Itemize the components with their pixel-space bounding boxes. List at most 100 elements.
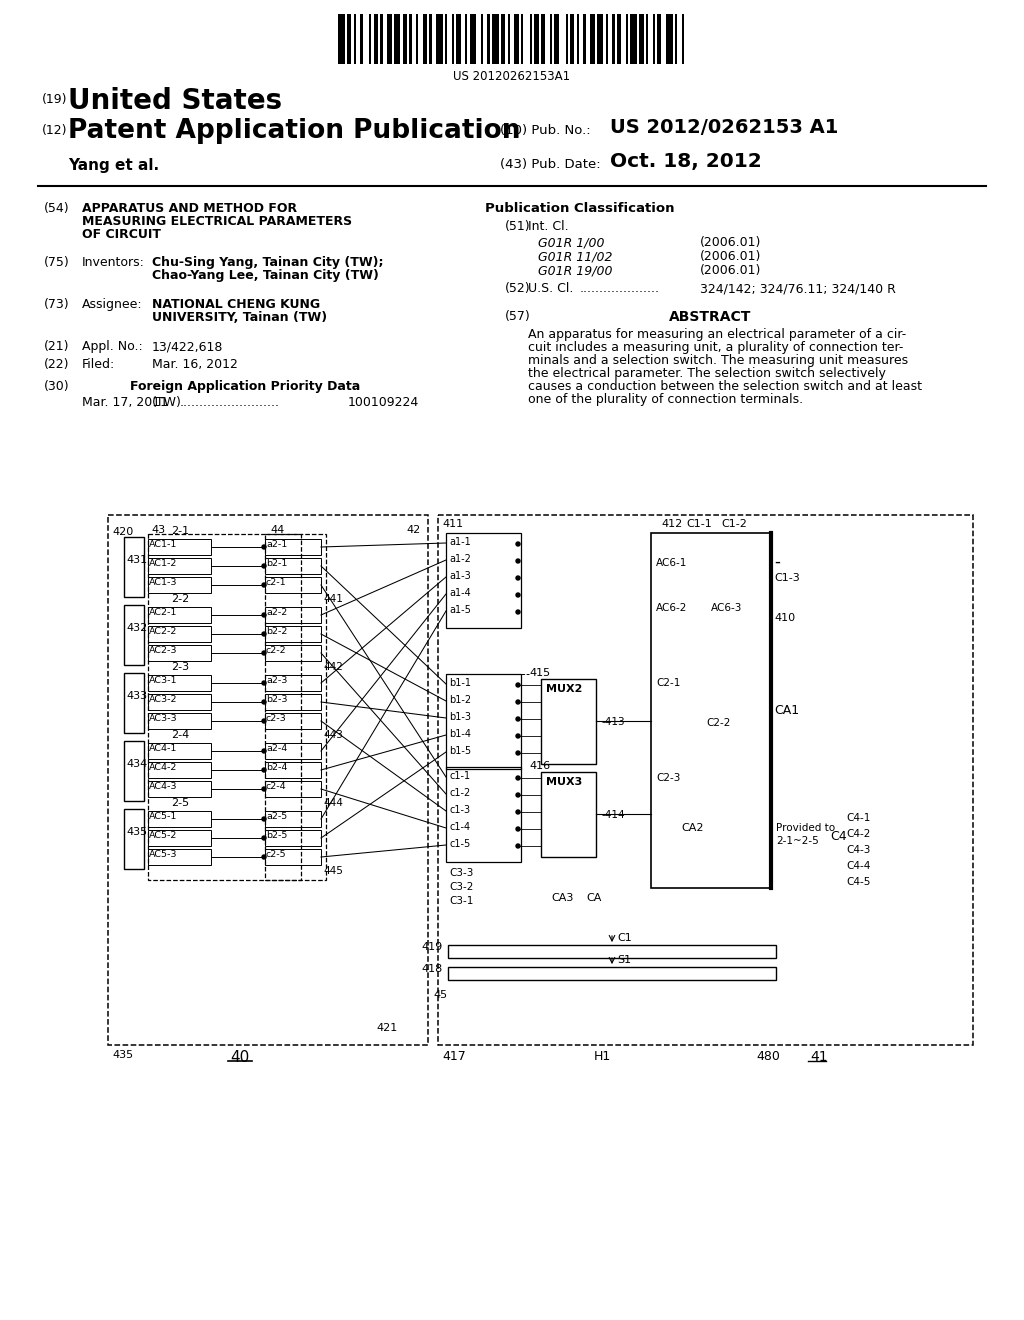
- Text: 417: 417: [442, 1049, 466, 1063]
- Bar: [360, 15, 362, 63]
- Text: MEASURING ELECTRICAL PARAMETERS: MEASURING ELECTRICAL PARAMETERS: [82, 215, 352, 228]
- Text: (22): (22): [44, 358, 70, 371]
- Text: (2006.01): (2006.01): [700, 249, 762, 263]
- Text: b1-1: b1-1: [449, 678, 471, 688]
- Circle shape: [516, 610, 520, 614]
- Bar: [682, 15, 684, 63]
- Bar: [452, 15, 454, 63]
- Text: 2-1: 2-1: [171, 525, 189, 536]
- Bar: [410, 15, 412, 63]
- Bar: [124, 809, 144, 869]
- Text: Patent Application Publication: Patent Application Publication: [68, 117, 520, 144]
- Circle shape: [516, 793, 520, 797]
- Bar: [541, 772, 596, 857]
- Bar: [423, 15, 427, 63]
- Bar: [265, 558, 321, 574]
- Bar: [565, 15, 567, 63]
- Bar: [374, 15, 378, 63]
- Bar: [457, 15, 461, 63]
- Text: 410: 410: [774, 612, 795, 623]
- Text: the electrical parameter. The selection switch selectively: the electrical parameter. The selection …: [528, 367, 886, 380]
- Text: ....................: ....................: [580, 282, 660, 294]
- Text: 435: 435: [126, 828, 147, 837]
- Circle shape: [262, 632, 266, 636]
- Bar: [487, 15, 489, 63]
- Text: c1-1: c1-1: [449, 771, 470, 781]
- Text: 434: 434: [126, 759, 147, 770]
- Text: AC5-2: AC5-2: [150, 832, 177, 840]
- Bar: [148, 849, 211, 865]
- Bar: [492, 15, 499, 63]
- Bar: [265, 694, 321, 710]
- Text: a1-2: a1-2: [449, 554, 471, 564]
- Circle shape: [262, 836, 266, 840]
- Bar: [612, 15, 614, 63]
- Circle shape: [516, 682, 520, 686]
- Text: 416: 416: [529, 762, 550, 771]
- Text: (51): (51): [505, 220, 530, 234]
- Text: Oct. 18, 2012: Oct. 18, 2012: [610, 152, 762, 172]
- Circle shape: [262, 817, 266, 821]
- Circle shape: [262, 564, 266, 568]
- Circle shape: [516, 717, 520, 721]
- Text: b1-3: b1-3: [449, 711, 471, 722]
- Bar: [446, 675, 521, 770]
- Text: G01R 1/00: G01R 1/00: [538, 236, 604, 249]
- Bar: [347, 15, 351, 63]
- Bar: [666, 15, 673, 63]
- Bar: [265, 675, 321, 690]
- Text: Chao-Yang Lee, Tainan City (TW): Chao-Yang Lee, Tainan City (TW): [152, 269, 379, 282]
- Text: c1-2: c1-2: [449, 788, 470, 799]
- Bar: [470, 15, 476, 63]
- Text: c1-5: c1-5: [449, 840, 470, 849]
- Bar: [550, 15, 552, 63]
- Bar: [265, 781, 321, 797]
- Bar: [265, 810, 321, 828]
- Text: C1: C1: [617, 933, 632, 942]
- Circle shape: [516, 734, 520, 738]
- Text: 441: 441: [323, 594, 343, 605]
- Bar: [387, 15, 391, 63]
- Bar: [630, 15, 637, 63]
- Text: c2-1: c2-1: [266, 578, 287, 587]
- Bar: [501, 15, 505, 63]
- Text: (73): (73): [44, 298, 70, 312]
- Circle shape: [262, 681, 266, 685]
- Text: Foreign Application Priority Data: Foreign Application Priority Data: [130, 380, 360, 393]
- Text: -: -: [774, 553, 780, 572]
- Text: NATIONAL CHENG KUNG: NATIONAL CHENG KUNG: [152, 298, 321, 312]
- Text: c2-2: c2-2: [266, 645, 287, 655]
- Bar: [570, 15, 574, 63]
- Text: 2-3: 2-3: [171, 663, 189, 672]
- Circle shape: [516, 751, 520, 755]
- Text: 431: 431: [126, 554, 147, 565]
- Bar: [148, 558, 211, 574]
- Text: (19): (19): [42, 92, 68, 106]
- Bar: [514, 15, 519, 63]
- Text: C2-3: C2-3: [656, 774, 680, 783]
- Bar: [445, 15, 447, 63]
- Text: b2-4: b2-4: [266, 763, 288, 772]
- Text: a2-5: a2-5: [266, 812, 288, 821]
- Bar: [449, 968, 776, 979]
- Text: OF CIRCUIT: OF CIRCUIT: [82, 228, 161, 242]
- Bar: [265, 713, 321, 729]
- Text: b1-5: b1-5: [449, 746, 471, 756]
- Text: Chu-Sing Yang, Tainan City (TW);: Chu-Sing Yang, Tainan City (TW);: [152, 256, 384, 269]
- Text: minals and a selection switch. The measuring unit measures: minals and a selection switch. The measu…: [528, 354, 908, 367]
- Bar: [338, 15, 345, 63]
- Bar: [370, 15, 372, 63]
- Text: U.S. Cl.: U.S. Cl.: [528, 282, 573, 294]
- Circle shape: [516, 543, 520, 546]
- Text: (30): (30): [44, 380, 70, 393]
- Text: a2-3: a2-3: [266, 676, 288, 685]
- Text: AC1-3: AC1-3: [150, 578, 177, 587]
- Bar: [577, 15, 579, 63]
- Text: CA1: CA1: [774, 704, 799, 717]
- Text: Filed:: Filed:: [82, 358, 116, 371]
- Bar: [675, 15, 677, 63]
- Text: AC2-1: AC2-1: [150, 609, 177, 616]
- Text: Assignee:: Assignee:: [82, 298, 142, 312]
- Text: c2-4: c2-4: [266, 781, 287, 791]
- Bar: [626, 15, 628, 63]
